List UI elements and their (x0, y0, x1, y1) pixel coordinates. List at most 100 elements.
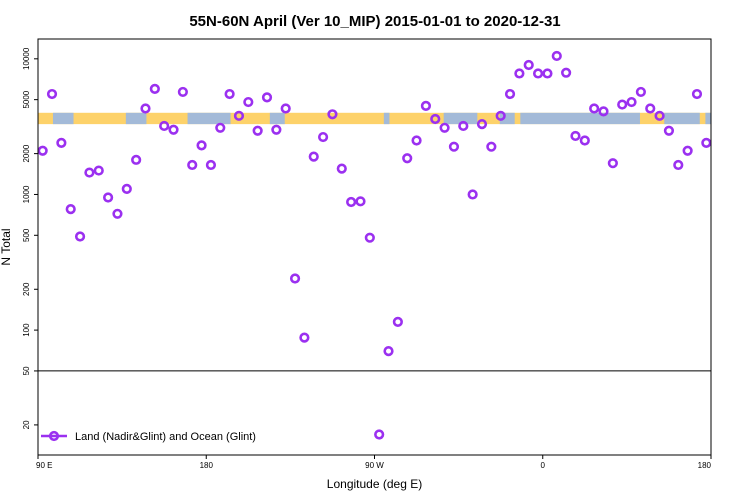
data-point (579, 135, 590, 146)
data-point (420, 100, 432, 111)
data-point (570, 130, 581, 142)
data-point (168, 124, 179, 135)
data-point (364, 232, 375, 243)
data-point (84, 167, 95, 178)
data-point (140, 103, 151, 114)
data-point (261, 92, 273, 103)
data-point (682, 145, 693, 156)
data-point (308, 151, 319, 162)
data-point (224, 88, 235, 100)
data-point (289, 273, 301, 284)
data-point (243, 96, 254, 108)
data-point (504, 88, 516, 100)
y-tick-label: 200 (22, 282, 31, 296)
data-point (439, 122, 450, 133)
data-point (495, 110, 506, 121)
data-point (65, 203, 76, 215)
data-point (112, 208, 123, 219)
data-point (645, 103, 656, 114)
data-point (131, 154, 142, 165)
data-point (532, 68, 544, 79)
x-tick-label: 90 E (36, 461, 52, 470)
y-axis-ticks: 20 50 100 200 500 1000 2000 5000 10000 (22, 47, 38, 429)
data-point (635, 86, 646, 98)
y-tick-label: 1000 (22, 185, 31, 203)
data-point (626, 96, 637, 108)
data-point (46, 88, 58, 100)
data-point (589, 103, 600, 114)
data-point (56, 137, 67, 148)
x-axis-ticks: 90 E 180 90 W 0 180 (36, 455, 712, 470)
data-point (121, 183, 132, 194)
data-point (196, 140, 207, 151)
data-point (327, 109, 338, 120)
data-point (673, 159, 684, 171)
data-point (149, 83, 160, 95)
data-point (93, 165, 104, 176)
data-point (430, 113, 441, 125)
data-point (617, 99, 628, 110)
data-point (299, 332, 310, 343)
y-tick-label: 20 (22, 420, 31, 429)
data-point (514, 68, 525, 79)
data-point (383, 346, 394, 357)
data-point (317, 131, 329, 143)
land-band-segment (664, 112, 700, 125)
y-tick-label: 2000 (22, 144, 31, 162)
data-point (346, 196, 357, 208)
legend-marker-swatch (48, 430, 60, 442)
x-tick-label: 90 W (365, 461, 384, 470)
data-point (74, 231, 86, 242)
data-point (486, 141, 497, 152)
data-point (215, 122, 226, 133)
data-point (607, 158, 618, 169)
y-tick-label: 50 (22, 366, 31, 375)
data-point (701, 137, 712, 148)
x-tick-label: 0 (541, 461, 546, 470)
x-tick-label: 180 (200, 461, 214, 470)
land-band-segment (443, 112, 478, 125)
ocean-band (38, 112, 711, 125)
land-band-segment (499, 112, 515, 125)
y-tick-label: 500 (22, 228, 31, 242)
legend: Land (Nadir&Glint) and Ocean (Glint) (41, 430, 256, 443)
data-point (392, 316, 403, 327)
land-band-segment (705, 112, 711, 125)
data-point (374, 429, 385, 440)
data-point (187, 159, 198, 171)
data-point (458, 120, 469, 132)
land-ocean-band (38, 112, 711, 125)
legend-label: Land (Nadir&Glint) and Ocean (Glint) (75, 431, 256, 443)
data-point (551, 50, 562, 62)
data-point (561, 67, 572, 78)
data-point (598, 106, 609, 117)
land-band-segment (52, 112, 74, 125)
data-point (467, 189, 478, 200)
data-point (691, 88, 703, 100)
y-tick-label: 100 (22, 323, 31, 337)
data-point (205, 159, 217, 171)
data-point (177, 86, 188, 98)
data-point (252, 125, 263, 136)
x-tick-label: 180 (698, 461, 712, 470)
land-band-segment (520, 112, 640, 125)
data-point (542, 68, 553, 79)
data-point (336, 163, 347, 174)
data-point (103, 192, 114, 203)
land-band-segment (187, 112, 231, 125)
chart-title: 55N-60N April (Ver 10_MIP) 2015-01-01 to… (189, 13, 560, 30)
land-band-segment (269, 112, 285, 125)
y-axis-label: N Total (0, 228, 13, 265)
data-point (654, 110, 665, 121)
data-point (37, 145, 48, 156)
data-point (476, 119, 488, 130)
data-point (280, 103, 291, 114)
data-point (411, 135, 422, 146)
data-point (159, 120, 170, 132)
data-point (523, 59, 534, 71)
x-axis-label: Longitude (deg E) (327, 477, 422, 491)
y-tick-label: 5000 (22, 90, 31, 108)
data-point (355, 196, 366, 207)
